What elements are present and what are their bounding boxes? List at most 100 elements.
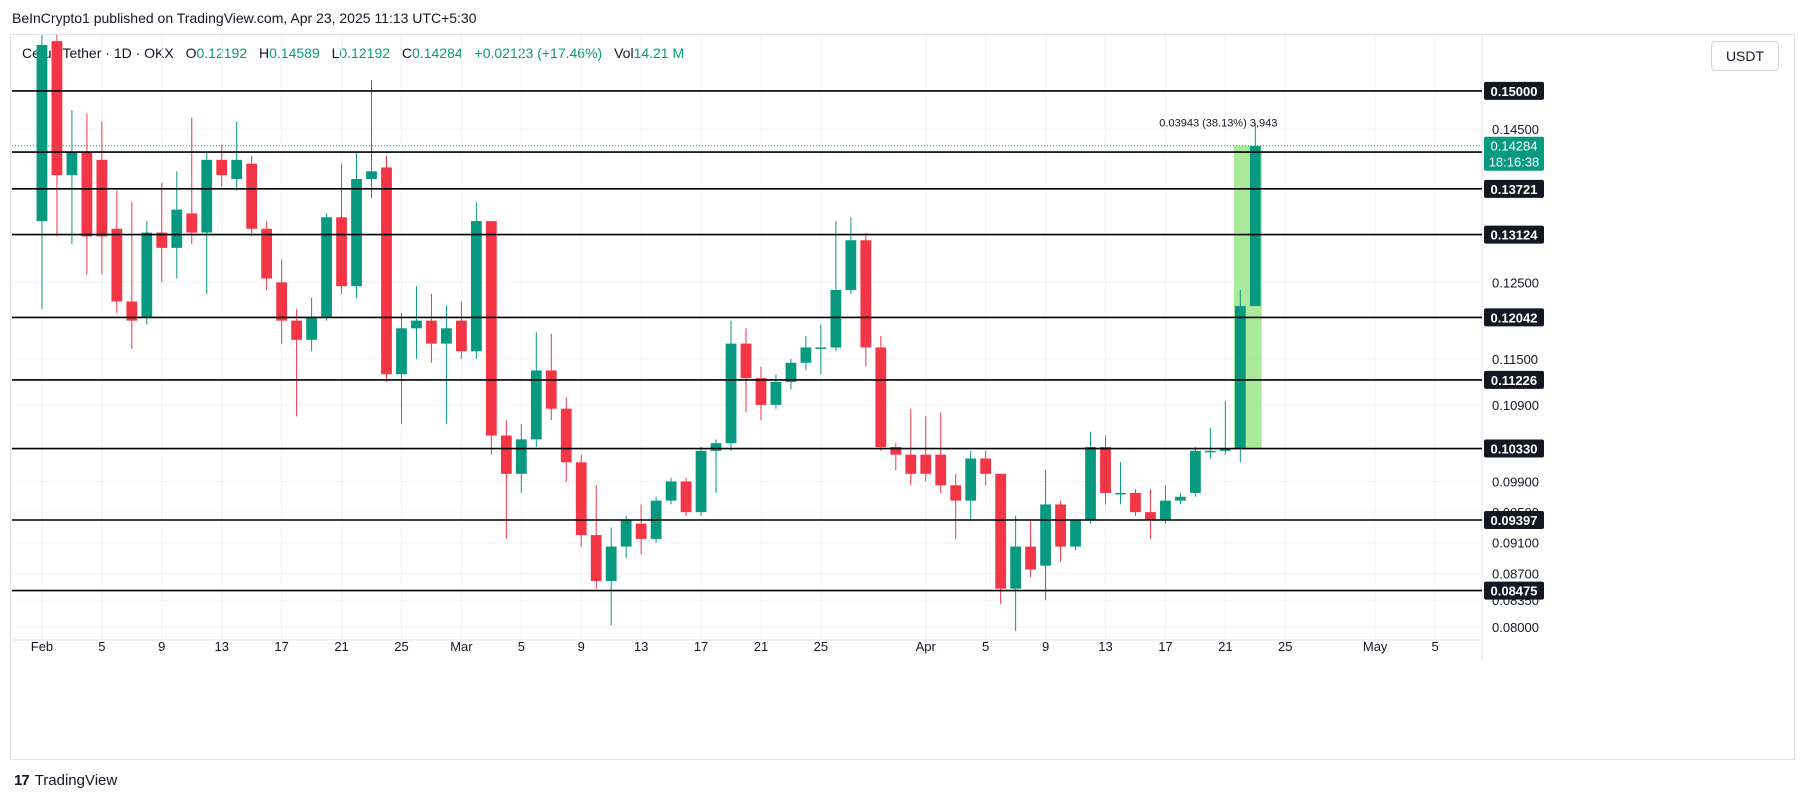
candle [860, 232, 872, 367]
y-tick-label: 0.14500 [1492, 122, 1539, 137]
x-tick-label: 9 [158, 639, 165, 654]
candle [590, 485, 602, 589]
candle [455, 301, 467, 359]
candle-body [1070, 519, 1081, 547]
level-label-bg [1484, 81, 1544, 100]
candle-body [1055, 504, 1066, 547]
currency-selector-button[interactable]: USDT [1711, 41, 1779, 71]
candle [935, 412, 947, 493]
level-price-label: 0.10330 [1484, 439, 1544, 458]
candle [965, 450, 977, 520]
candle-body [291, 320, 303, 340]
candle-body [1130, 492, 1141, 513]
x-tick-label: 21 [754, 639, 768, 654]
y-tick-label: 0.08000 [1492, 620, 1539, 635]
volume-label: Vol [614, 45, 634, 61]
candle-body [845, 240, 857, 291]
candle-body [515, 439, 527, 474]
candle-body [1189, 450, 1201, 493]
level-price-label: 0.11226 [1484, 370, 1544, 389]
candle-body [770, 381, 782, 405]
candle-body [51, 41, 63, 176]
candle-body [1115, 492, 1126, 495]
candle-body [81, 152, 93, 237]
candle [1189, 447, 1201, 497]
x-tick-label: Feb [31, 639, 53, 654]
x-tick-label: 5 [98, 639, 105, 654]
candle [980, 450, 992, 486]
candle [605, 527, 617, 626]
candle [560, 397, 572, 482]
candle-body [545, 370, 557, 409]
candle-body [950, 485, 962, 501]
candle-body [306, 316, 317, 340]
current-price-bg [1484, 136, 1544, 171]
candle [231, 121, 243, 191]
candle-body [1145, 512, 1156, 520]
level-price-label: 0.13721 [1484, 179, 1544, 198]
candle [36, 35, 48, 310]
x-tick-label: 13 [1098, 639, 1112, 654]
x-tick-label: 21 [334, 639, 348, 654]
candle [216, 144, 228, 187]
candle-body [935, 454, 947, 486]
candle [156, 182, 168, 283]
candle-body [860, 240, 872, 348]
candle-body [1025, 546, 1037, 570]
candle [500, 420, 512, 539]
level-price-label: 0.13124 [1484, 225, 1544, 244]
candle-body [261, 228, 273, 279]
candle [366, 80, 377, 199]
level-price-label: 0.08475 [1484, 581, 1544, 600]
change-value: +0.02123 (+17.46%) [474, 45, 603, 61]
candle-body [1085, 447, 1096, 520]
open-label: O [185, 45, 197, 61]
candle [291, 309, 303, 417]
candle-body [470, 221, 482, 352]
candle [1145, 489, 1156, 539]
x-tick-label: 13 [634, 639, 648, 654]
candle-body [201, 159, 213, 233]
level-label-text: 0.15000 [1491, 84, 1538, 99]
candle [680, 477, 692, 516]
candle [1249, 122, 1261, 307]
tradingview-brand: 17 TradingView [14, 772, 117, 789]
level-label-text: 0.10330 [1491, 442, 1538, 457]
candle [950, 473, 962, 539]
low-value: 0.12192 [339, 45, 391, 61]
x-tick-label: 13 [214, 639, 228, 654]
candle [545, 333, 557, 421]
candle-body [905, 454, 917, 474]
candle-body [186, 213, 198, 233]
candle [1070, 519, 1081, 551]
x-tick-label: 9 [1042, 639, 1049, 654]
candle [515, 424, 527, 493]
x-tick-label: 9 [578, 639, 585, 654]
candle [201, 152, 213, 294]
candle-body [1010, 546, 1022, 589]
candle-body [66, 152, 78, 176]
candle [186, 117, 198, 245]
candle-body [590, 535, 602, 582]
candle-body [351, 178, 362, 287]
candle-body [980, 458, 992, 474]
candle-body [1204, 450, 1216, 453]
x-tick-label: 25 [1278, 639, 1292, 654]
candle [441, 305, 452, 425]
candle-body [530, 370, 542, 440]
candle-body [755, 378, 767, 405]
candle-body [965, 458, 977, 501]
candle-body [1040, 504, 1051, 566]
candle [411, 286, 422, 359]
candle [635, 504, 647, 555]
candle-body [216, 159, 228, 176]
candle [81, 113, 93, 275]
candle-body [695, 450, 707, 513]
candle-body [336, 217, 347, 287]
level-label-text: 0.12042 [1491, 310, 1538, 325]
level-label-text: 0.09397 [1491, 513, 1538, 528]
low-label: L [331, 45, 340, 61]
level-price-label: 0.09397 [1484, 510, 1544, 529]
